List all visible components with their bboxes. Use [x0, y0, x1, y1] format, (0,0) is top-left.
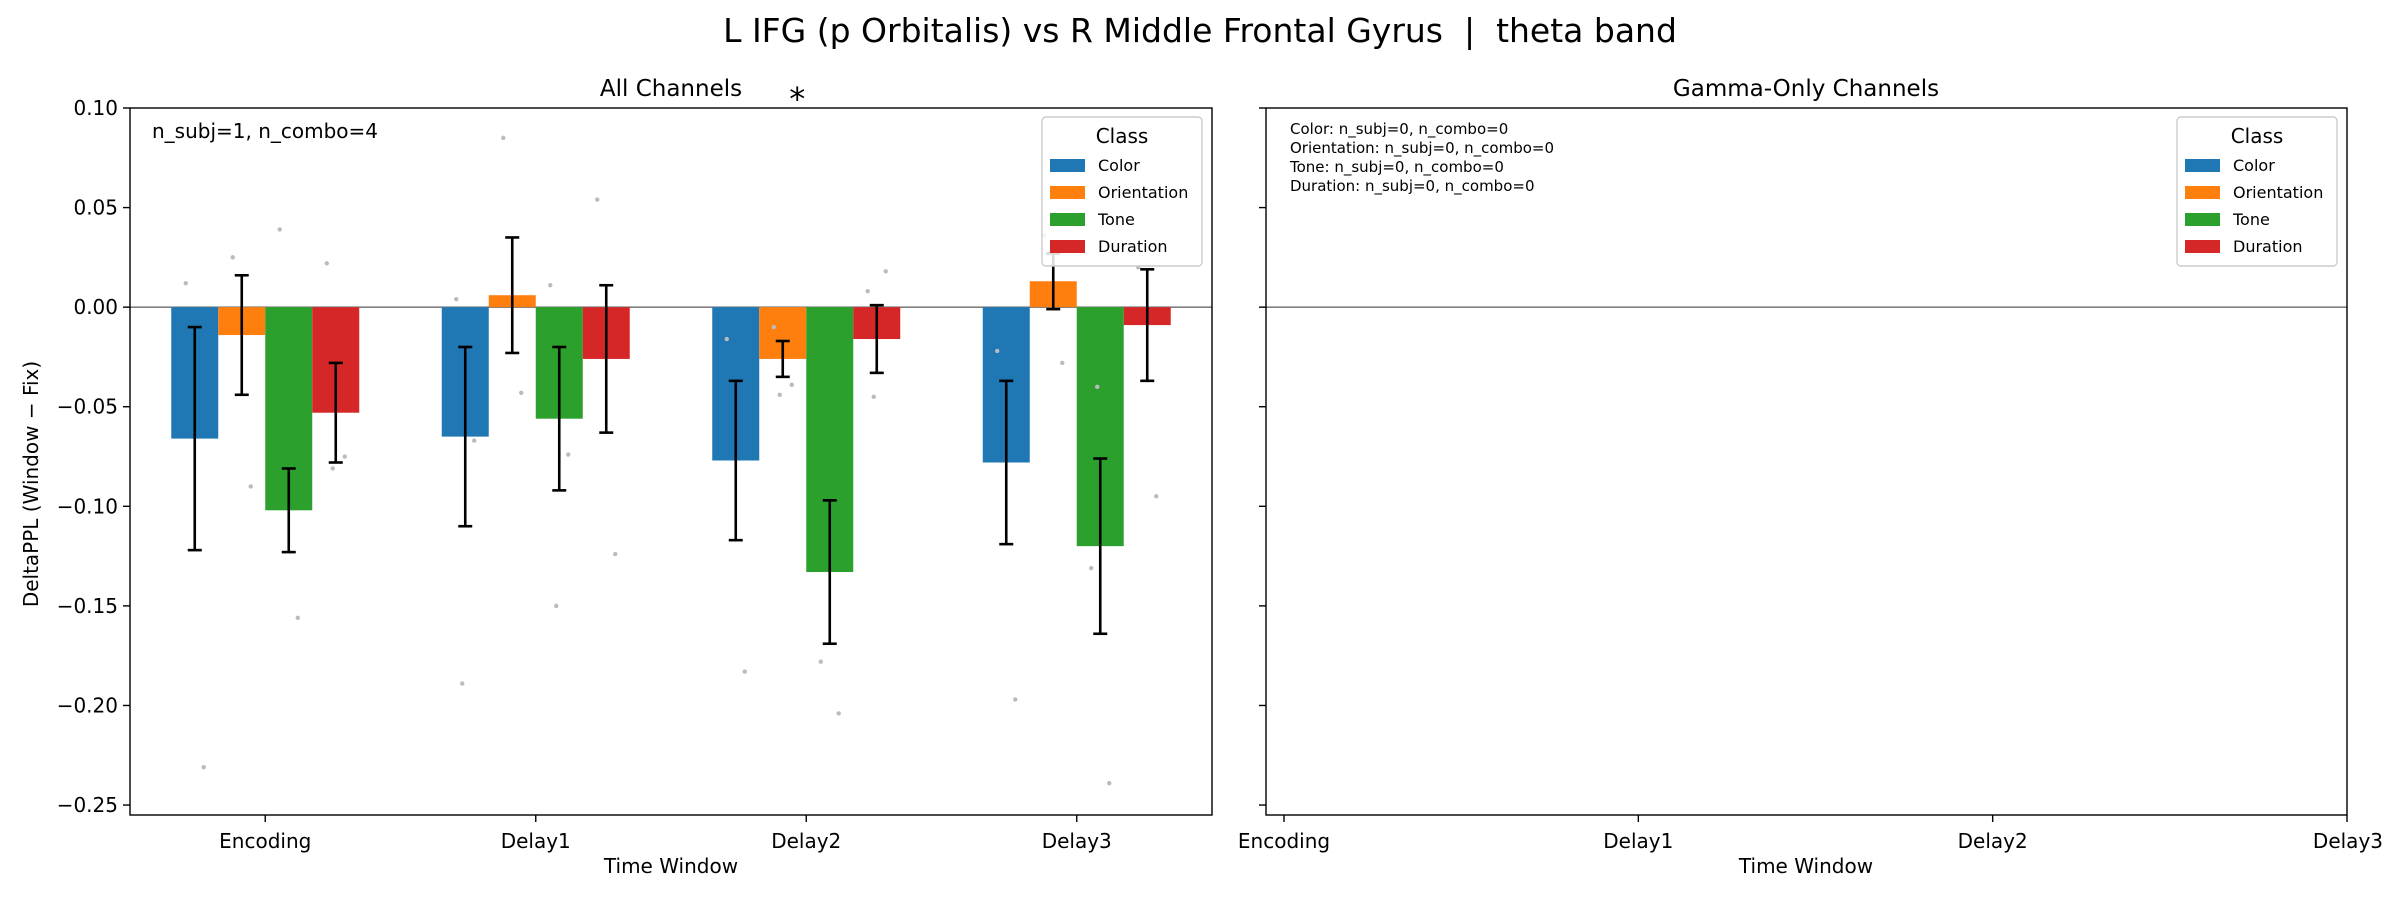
panel-all-channels-errorbars	[187, 236, 1155, 646]
p0-legend-swatch-orientation	[1050, 186, 1085, 199]
y-axis-label: DeltaPPL (Window − Fix)	[19, 361, 43, 607]
point-duration-delay3	[1154, 494, 1159, 499]
point-duration-delay2	[865, 289, 870, 294]
p0-legend-label-tone: Tone	[1097, 210, 1135, 229]
y-tick-label: 0.10	[73, 96, 118, 120]
panel-all-channels-axes: 0.10 0.05 0.00 −0.05 −0.10 −0.15 −0.20 −0.25 Enc…	[57, 96, 1213, 853]
y-tick-label: 0.00	[73, 295, 118, 319]
panel-all-channels-points	[183, 135, 1159, 786]
point-duration-delay2	[871, 394, 876, 399]
p1-legend-title: Class	[2231, 124, 2284, 148]
panel-all-channels-title: All Channels	[600, 76, 742, 102]
p1-legend-label-orientation: Orientation	[2233, 183, 2323, 202]
panel-gamma-only-axes: Encoding Delay1 Delay2 Delay3	[1238, 107, 2383, 853]
point-tone-encoding	[277, 227, 282, 232]
point-orientation-delay2	[777, 392, 782, 397]
p1-legend-label-tone: Tone	[2232, 210, 2270, 229]
point-orientation-encoding	[230, 255, 235, 260]
panel-all-channels-bars	[171, 281, 1171, 573]
point-orientation-delay2	[789, 382, 794, 388]
point-tone-delay3	[1107, 780, 1112, 786]
plot-frame-all-channels	[129, 107, 1213, 816]
p0-legend-swatch-color	[1050, 159, 1085, 172]
p1-legend-frame	[2176, 116, 2338, 267]
point-tone-delay1	[554, 603, 559, 609]
gamma-annotation-line-orientation: Orientation: n_subj=0, n_combo=0	[1290, 139, 1554, 158]
panel-gamma-only-channels: Encoding Delay1 Delay2 Delay3 Gamma-Only Ch…	[1238, 76, 2383, 878]
p1-legend-swatch-color	[2185, 159, 2220, 172]
point-color-delay1	[454, 296, 459, 302]
x-tick-label-delay2: Delay2	[771, 829, 841, 853]
p1-legend-label-color: Color	[2233, 156, 2275, 175]
x-axis-label-gamma-only: Time Window	[1738, 854, 1873, 878]
x-tick-label-encoding: Encoding	[219, 829, 311, 853]
point-color-encoding	[201, 765, 206, 770]
gamma-annotation-line-duration: Duration: n_subj=0, n_combo=0	[1290, 177, 1535, 196]
point-duration-delay1	[613, 551, 618, 557]
point-color-delay1	[472, 438, 477, 443]
x-tick-label-gamma-delay3: Delay3	[2313, 829, 2383, 853]
point-orientation-delay3	[1060, 360, 1065, 366]
point-duration-encoding	[330, 466, 335, 471]
p0-legend-label-color: Color	[1098, 156, 1140, 175]
x-tick-label-delay1: Delay1	[501, 829, 571, 853]
p0-legend-swatch-duration	[1050, 240, 1085, 253]
p1-legend-label-duration: Duration	[2233, 237, 2303, 256]
p0-legend-swatch-tone	[1050, 213, 1085, 226]
gamma-annotation-line-color: Color: n_subj=0, n_combo=0	[1290, 120, 1508, 139]
point-tone-delay3	[1089, 565, 1094, 571]
x-axis-label-all-channels: Time Window	[603, 854, 738, 878]
point-duration-delay2	[883, 269, 888, 274]
p0-legend-label-orientation: Orientation	[1098, 183, 1188, 202]
p0-legend-title: Class	[1096, 124, 1149, 148]
legend-gamma-only: Class Color Orientation Tone Duration	[2176, 116, 2338, 267]
point-color-delay1	[460, 681, 465, 686]
p1-legend-swatch-orientation	[2185, 186, 2220, 199]
figure-title: L IFG (p Orbitalis) vs R Middle Frontal …	[723, 11, 1677, 50]
gamma-annotation-line-tone: Tone: n_subj=0, n_combo=0	[1289, 158, 1504, 177]
point-orientation-encoding	[248, 484, 253, 489]
y-tick-label: −0.10	[57, 494, 118, 518]
point-color-delay2	[742, 669, 747, 674]
p0-legend-frame	[1041, 116, 1203, 267]
point-tone-delay1	[566, 452, 571, 457]
point-color-delay3	[1013, 697, 1018, 702]
y-tick-label: −0.20	[57, 693, 118, 717]
point-duration-encoding	[342, 454, 347, 459]
point-tone-delay3	[1095, 384, 1100, 390]
point-color-delay2	[724, 336, 729, 342]
point-tone-encoding	[295, 615, 300, 621]
panel-all-channels: 0.10 0.05 0.00 −0.05 −0.10 −0.15 −0.20 −0.25 Enc…	[19, 76, 1213, 878]
y-tick-label: −0.05	[57, 395, 118, 419]
significance-marker: *	[789, 80, 805, 118]
point-tone-delay2	[818, 659, 823, 664]
x-tick-label-gamma-delay1: Delay1	[1603, 829, 1673, 853]
point-duration-delay1	[595, 197, 600, 202]
sample-size-annotation: n_subj=1, n_combo=4	[152, 119, 378, 143]
panel-gamma-only-title: Gamma-Only Channels	[1673, 76, 1939, 102]
point-tone-delay2	[836, 711, 841, 716]
p0-legend-label-duration: Duration	[1098, 237, 1168, 256]
point-orientation-delay1	[501, 135, 506, 141]
point-duration-encoding	[324, 261, 329, 266]
p1-legend-swatch-duration	[2185, 240, 2220, 253]
x-tick-label-gamma-delay2: Delay2	[1958, 829, 2028, 853]
p1-legend-swatch-tone	[2185, 213, 2220, 226]
point-orientation-delay2	[771, 324, 776, 330]
x-tick-label-delay3: Delay3	[1042, 829, 1112, 853]
y-tick-label: −0.25	[57, 793, 118, 817]
y-tick-label: 0.05	[73, 196, 118, 220]
x-tick-label-gamma-encoding: Encoding	[1238, 829, 1330, 853]
y-tick-label: −0.15	[57, 594, 118, 618]
legend-all-channels: Class Color Orientation Tone Duration	[1041, 116, 1203, 267]
point-tone-delay1	[548, 283, 553, 288]
point-color-encoding	[183, 281, 188, 286]
plot-frame-gamma-only	[1265, 107, 2348, 816]
point-color-delay3	[995, 348, 1000, 354]
point-orientation-delay1	[519, 390, 524, 395]
